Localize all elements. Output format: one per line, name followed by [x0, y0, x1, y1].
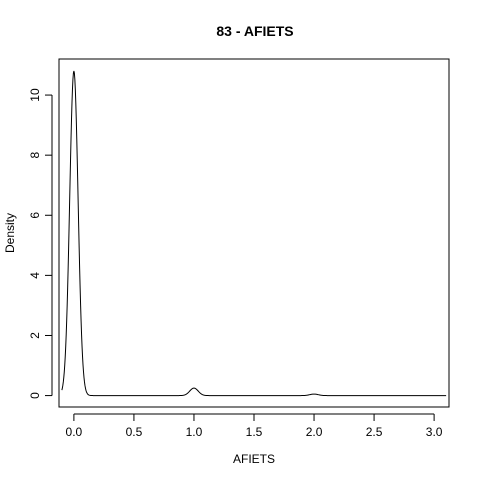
y-tick-label: 8: [28, 152, 42, 159]
y-axis-label: Density: [3, 213, 17, 253]
x-tick-label: 2.0: [306, 425, 323, 439]
x-tick-label: 3.0: [426, 425, 443, 439]
x-tick-label: 2.5: [366, 425, 383, 439]
y-tick-label: 10: [28, 88, 42, 102]
x-axis: 0.0 0.5 1.0 1.5 2.0 2.5 3.0: [66, 414, 443, 439]
chart-title: 83 - AFIETS: [216, 23, 293, 39]
y-axis: 0 2 4 6 8 10: [28, 88, 52, 399]
x-axis-label: AFIETS: [233, 452, 275, 466]
x-tick-label: 0.5: [126, 425, 143, 439]
x-tick-label: 0.0: [66, 425, 83, 439]
y-tick-label: 6: [28, 212, 42, 219]
density-curve: [62, 71, 446, 396]
x-tick-label: 1.0: [186, 425, 203, 439]
y-tick-label: 0: [28, 392, 42, 399]
plot-frame: [59, 59, 449, 407]
y-tick-label: 4: [28, 272, 42, 279]
y-tick-label: 2: [28, 332, 42, 339]
x-tick-label: 1.5: [246, 425, 263, 439]
